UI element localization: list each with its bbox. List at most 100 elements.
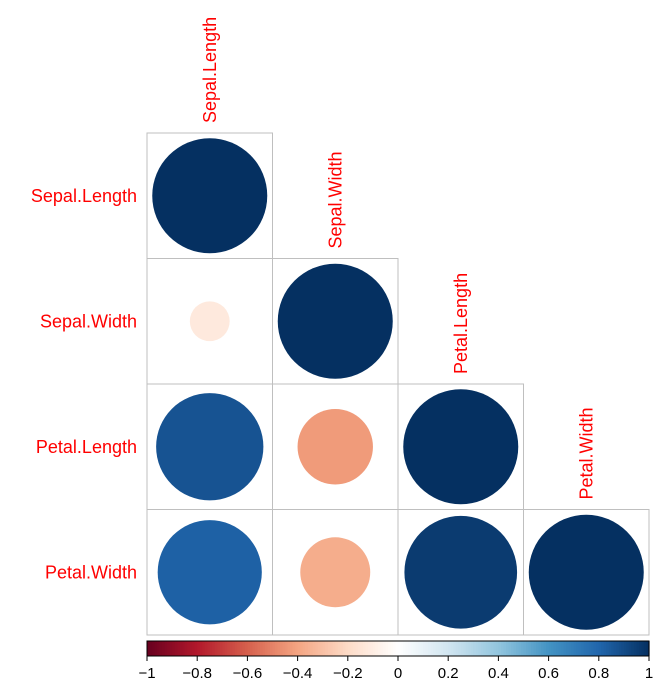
colorbar-segment — [433, 641, 437, 656]
colorbar-segment — [513, 641, 517, 656]
colorbar-segment — [217, 641, 221, 656]
correlation-cells — [146, 132, 650, 636]
colorbar-segment — [182, 641, 186, 656]
column-label: Sepal.Length — [200, 17, 220, 123]
colorbar-segment — [445, 641, 449, 656]
row-labels: Sepal.Length Sepal.Width Petal.Length Petal… — [31, 186, 137, 583]
colorbar-segment — [546, 641, 550, 656]
colorbar-segment — [403, 641, 407, 656]
colorbar-segment — [257, 641, 261, 656]
colorbar-segment — [443, 641, 447, 656]
colorbar-segment — [510, 641, 515, 656]
corr-circle-Petal.Width-Sepal.Width — [300, 537, 371, 608]
colorbar-segment — [249, 641, 254, 656]
colorbar-segment — [453, 641, 457, 656]
colorbar-segment — [315, 641, 319, 656]
colorbar-segment — [566, 641, 570, 656]
corr-circle-Sepal.Width-Sepal.Width — [277, 263, 393, 379]
colorbar-segment — [520, 641, 525, 656]
colorbar-segment — [405, 641, 409, 656]
colorbar-segment — [548, 641, 552, 656]
colorbar-segment — [229, 641, 233, 656]
corr-circle-Sepal.Length-Sepal.Length — [152, 138, 268, 254]
colorbar-segment — [528, 641, 532, 656]
colorbar-segment — [576, 641, 580, 656]
colorbar-segment — [588, 641, 592, 656]
colorbar-segment — [450, 641, 454, 656]
colorbar-segment — [367, 641, 371, 656]
colorbar-segment — [199, 641, 203, 656]
colorbar-segment — [259, 641, 264, 656]
colorbar-segment — [310, 641, 314, 656]
colorbar-tick-label: 0.6 — [538, 665, 559, 682]
colorbar-segment — [330, 641, 334, 656]
colorbar-segment — [526, 641, 530, 656]
colorbar-tick-label: 0 — [394, 665, 402, 682]
colorbar-segment — [505, 641, 510, 656]
colorbar-tick-label: −0.8 — [182, 665, 212, 682]
colorbar-segment — [485, 641, 489, 656]
colorbar-segment — [362, 641, 366, 656]
colorbar-segment — [252, 641, 256, 656]
colorbar-segment — [325, 641, 329, 656]
colorbar-segment — [172, 641, 176, 656]
colorbar-segment — [277, 641, 281, 656]
colorbar-segment — [616, 641, 620, 656]
colorbar-segment — [598, 641, 602, 656]
corr-circle-Petal.Length-Sepal.Length — [156, 393, 264, 501]
colorbar-segment — [636, 641, 640, 656]
colorbar-segment — [380, 641, 384, 656]
colorbar-segment — [646, 641, 650, 656]
colorbar-segment — [420, 641, 424, 656]
colorbar-segment — [478, 641, 482, 656]
colorbar-segment — [275, 641, 279, 656]
colorbar-segment — [385, 641, 389, 656]
colorbar-segment — [214, 641, 218, 656]
colorbar-segment — [290, 641, 294, 656]
colorbar-segment — [347, 641, 351, 656]
colorbar-segment — [613, 641, 617, 656]
colorbar-segment — [583, 641, 587, 656]
colorbar-segment — [332, 641, 336, 656]
colorbar-segment — [543, 641, 547, 656]
colorbar-segment — [360, 641, 364, 656]
colorbar-segment — [603, 641, 607, 656]
colorbar-segment — [167, 641, 171, 656]
colorbar-segment — [357, 641, 361, 656]
colorbar-segment — [551, 641, 555, 656]
colorbar-segment — [553, 641, 557, 656]
colorbar-segment — [418, 641, 422, 656]
colorbar-segment — [295, 641, 299, 656]
colorbar-segment — [618, 641, 622, 656]
colorbar-segment — [460, 641, 464, 656]
corr-circle-Petal.Length-Petal.Length — [403, 389, 519, 505]
colorbar-segment — [237, 641, 241, 656]
colorbar-segment — [234, 641, 238, 656]
colorbar-segment — [493, 641, 497, 656]
colorbar-segment — [194, 641, 198, 656]
colorbar-segment — [365, 641, 369, 656]
colorbar-segment — [202, 641, 206, 656]
colorbar-segment — [413, 641, 417, 656]
colorbar-segment — [536, 641, 540, 656]
colorbar-segment — [573, 641, 577, 656]
colorbar-segment — [631, 641, 635, 656]
colorbar-segment — [254, 641, 259, 656]
colorbar-tick-label: −0.4 — [283, 665, 313, 682]
colorbar-segment — [227, 641, 231, 656]
colorbar-segment — [475, 641, 479, 656]
colorbar-segment — [300, 641, 304, 656]
colorbar-segment — [267, 641, 271, 656]
colorbar-segment — [204, 641, 208, 656]
colorbar-segment — [533, 641, 537, 656]
colorbar-segment — [593, 641, 597, 656]
colorbar-segment — [179, 641, 183, 656]
colorbar-segment — [189, 641, 193, 656]
colorbar-segment — [307, 641, 311, 656]
colorbar-segment — [561, 641, 565, 656]
colorbar-segment — [149, 641, 153, 656]
colorbar-segment — [239, 641, 243, 656]
row-label: Sepal.Length — [31, 186, 137, 206]
colorbar-segment — [372, 641, 377, 656]
